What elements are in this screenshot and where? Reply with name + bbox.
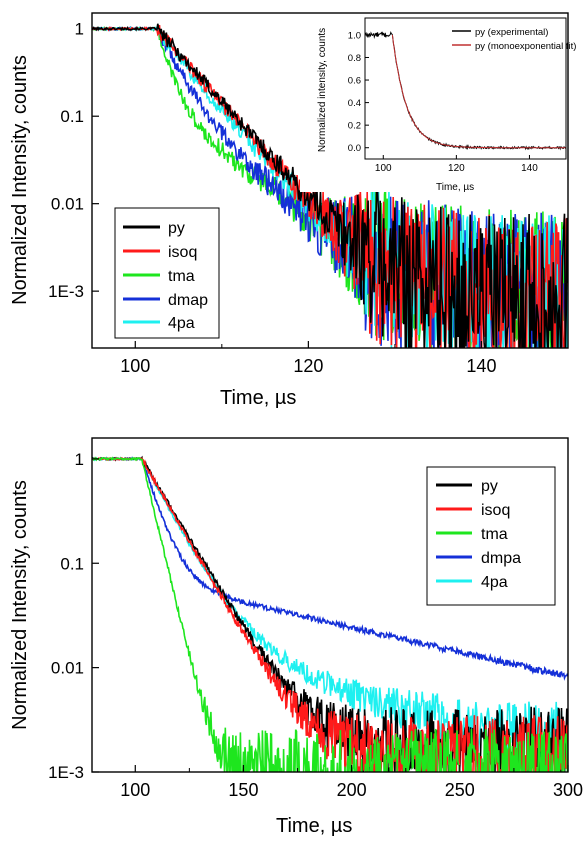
inset-y-tick-label: 0.0 [348,143,361,154]
bottom-legend-label-py: py [481,478,498,495]
top-y-tick-label: 1E-3 [48,282,84,301]
inset-series-fit [391,34,566,149]
inset-plot-frame [364,17,567,160]
bottom-x-tick-label: 100 [120,780,150,800]
bottom-legend-item-4pa: 4pa [436,574,508,591]
top-series-py [92,23,568,348]
top-legend-label-4pa: 4pa [168,315,195,332]
top-plot-frame [91,12,569,349]
top-chart: 100 120 140 1 0.1 0.01 1E-3 Time, µs Normalize… [9,12,576,409]
inset-y-tick-label: 0.2 [348,121,361,132]
bottom-legend-item-dmpa: dmpa [436,550,521,567]
bottom-legend: py isoq tma dmpa 4pa [426,466,556,606]
bottom-plot-area [91,437,569,773]
bottom-series-group [92,455,568,772]
top-plot-area [91,12,569,349]
bottom-legend-item-py: py [436,478,498,495]
inset-legend: py (experimental) py (monoexponential fi… [452,27,576,52]
inset-x-tick-label: 120 [448,163,465,174]
bottom-x-tick-label: 300 [553,780,583,800]
top-legend-label-isoq: isoq [168,244,197,261]
inset-axes: 100 120 140 0.0 0.2 0.4 0.6 0.8 1.0 [348,30,538,174]
top-y-axis-label: Normalized Intensity, counts [9,55,31,305]
top-legend-item-dmap: dmap [123,292,208,309]
bottom-y-tick-label: 1 [75,450,84,469]
bottom-legend-label-isoq: isoq [481,502,510,519]
bottom-chart: 100 150 200 250 300 1 0.1 0.01 1E-3 Time, µs Nor… [9,437,583,837]
top-legend-item-isoq: isoq [123,244,197,261]
inset-legend-item-fit: py (monoexponential fit) [452,41,576,52]
inset-legend-label-experimental: py (experimental) [475,27,548,38]
top-legend-item-tma: tma [123,268,195,285]
top-legend-box [114,207,220,339]
bottom-x-tick-label: 250 [445,780,475,800]
top-legend-label-tma: tma [168,268,195,285]
bottom-legend-item-tma: tma [436,526,508,543]
inset-series-group [365,31,566,151]
inset-y-tick-label: 1.0 [348,30,361,41]
bottom-legend-item-isoq: isoq [436,502,510,519]
bottom-y-tick-label: 0.1 [60,554,84,573]
top-x-tick-label: 120 [293,356,323,376]
top-x-axis-label: Time, µs [220,387,296,409]
top-axes: 100 120 140 1 0.1 0.01 1E-3 [48,20,569,376]
inset-x-tick-label: 140 [521,163,538,174]
bottom-x-tick-label: 200 [337,780,367,800]
top-y-tick-label: 0.1 [60,107,84,126]
bottom-x-axis-label: Time, µs [276,815,352,837]
inset-background [300,14,566,192]
bottom-y-tick-label: 0.01 [51,659,84,678]
bottom-y-axis-label: Normalized Intensity, counts [9,480,31,730]
inset-chart: 100 120 140 0.0 0.2 0.4 0.6 0.8 1.0 Time, µs Nor… [300,14,576,193]
bottom-axes: 100 150 200 250 300 1 0.1 0.01 1E-3 [48,450,583,800]
inset-legend-item-experimental: py (experimental) [452,27,548,38]
inset-y-tick-label: 0.8 [348,53,361,64]
bottom-series-dmap [92,456,568,681]
bottom-y-tick-label: 1E-3 [48,763,84,782]
top-legend-label-py: py [168,220,185,237]
bottom-legend-label-dmpa: dmpa [481,550,521,567]
bottom-legend-label-tma: tma [481,526,508,543]
bottom-plot-frame [91,437,569,773]
bottom-series-tma [92,456,568,772]
top-legend-item-4pa: 4pa [123,315,195,332]
inset-legend-label-fit: py (monoexponential fit) [475,41,576,52]
top-y-tick-label: 0.01 [51,195,84,214]
top-legend-label-dmap: dmap [168,292,208,309]
bottom-x-tick-label: 150 [228,780,258,800]
inset-x-axis-label: Time, µs [436,182,474,193]
top-x-tick-label: 100 [120,356,150,376]
inset-x-tick-label: 100 [375,163,392,174]
bottom-legend-label-4pa: 4pa [481,574,508,591]
top-y-tick-label: 1 [75,20,84,39]
bottom-series-isoq [92,456,568,772]
top-legend-item-py: py [123,220,185,237]
inset-y-tick-label: 0.6 [348,76,361,87]
top-legend: py isoq tma dmap 4pa [114,207,220,339]
top-x-tick-label: 140 [466,356,496,376]
inset-y-axis-label: Normalized intensity, counts [317,28,328,152]
top-series-group [92,23,568,348]
inset-y-tick-label: 0.4 [348,98,361,109]
bottom-series-4pa [92,456,568,767]
